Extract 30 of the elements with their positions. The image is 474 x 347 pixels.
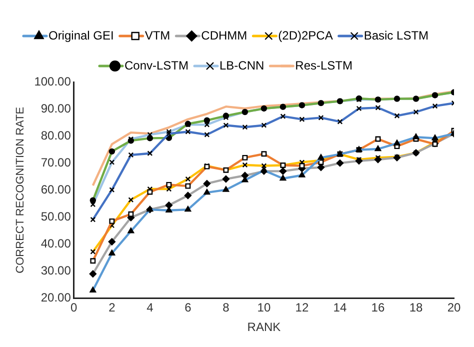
x-tick-label: 20 (447, 300, 461, 315)
legend-label: Conv-LSTM (124, 58, 189, 72)
y-tick-label: 100.00 (34, 74, 72, 88)
legend-label: VTM (144, 28, 170, 42)
y-tick-label: 70.00 (40, 155, 72, 170)
x-tick-label: 0 (70, 300, 78, 315)
y-tick-label: 80.00 (40, 128, 72, 142)
y-tick-label: 50.00 (40, 209, 72, 224)
x-tick-label: 8 (222, 300, 230, 315)
legend-label: Original GEI (48, 28, 114, 42)
y-tick-label: 40.00 (40, 236, 72, 250)
y-tick-label: 60.00 (40, 182, 72, 196)
x-tick-label: 16 (371, 300, 385, 315)
x-tick-label: 10 (257, 300, 271, 315)
x-axis-title: RANK (247, 320, 281, 334)
legend-label: (2D)2PCA (278, 28, 333, 42)
x-tick-label: 4 (146, 300, 154, 315)
x-tick-label: 14 (333, 300, 347, 315)
legend-label: Basic LSTM (364, 28, 429, 42)
y-axis-title: CORRECT RECOGNITION RATE (14, 106, 27, 274)
x-tick-label: 12 (295, 300, 309, 315)
legend-label: Res-LSTM (295, 58, 353, 72)
y-tick-label: 90.00 (40, 101, 72, 116)
legend-label: LB-CNN (220, 58, 264, 72)
y-tick-label: 30.00 (40, 263, 72, 278)
x-tick-label: 2 (108, 300, 116, 315)
legend-label: CDHMM (201, 28, 248, 42)
x-tick-label: 18 (409, 300, 423, 315)
y-tick-label: 20.00 (40, 290, 72, 305)
x-tick-label: 6 (184, 300, 192, 315)
